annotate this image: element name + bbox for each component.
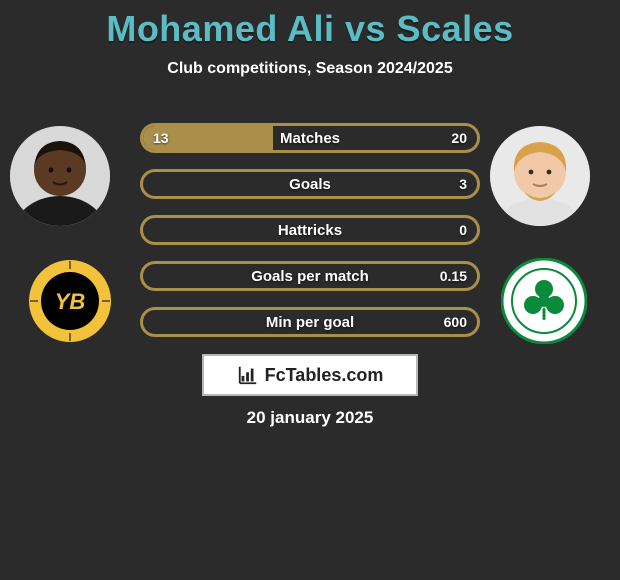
club-left-badge: YB (27, 258, 113, 344)
stat-row-min-per-goal: Min per goal 600 (140, 307, 480, 337)
stat-row-goals-per-match: Goals per match 0.15 (140, 261, 480, 291)
player-right-avatar (490, 126, 590, 226)
svg-text:YB: YB (55, 289, 86, 314)
stat-right-value: 0 (449, 218, 477, 242)
stat-right-value: 20 (441, 126, 477, 150)
stat-right-value: 600 (434, 310, 477, 334)
avatar-right-icon (490, 126, 590, 226)
club-right-badge (501, 258, 587, 344)
page-title: Mohamed Ali vs Scales (0, 8, 620, 50)
player-left-avatar (10, 126, 110, 226)
stat-label: Hattricks (143, 218, 477, 242)
stat-label: Goals per match (143, 264, 477, 288)
club-left-badge-icon: YB (27, 258, 113, 344)
club-right-badge-icon (501, 258, 587, 344)
stat-row-goals: Goals 3 (140, 169, 480, 199)
source-logo-text: FcTables.com (265, 365, 384, 386)
stat-label: Matches (143, 126, 477, 150)
date-text: 20 january 2025 (0, 408, 620, 428)
stat-right-value: 3 (449, 172, 477, 196)
stats-panel: 13 Matches 20 Goals 3 Hattricks 0 Goals … (140, 123, 480, 353)
stat-row-hattricks: Hattricks 0 (140, 215, 480, 245)
stat-row-matches: 13 Matches 20 (140, 123, 480, 153)
bar-chart-icon (237, 364, 259, 386)
stat-right-value: 0.15 (430, 264, 477, 288)
subtitle: Club competitions, Season 2024/2025 (0, 60, 620, 78)
source-logo: FcTables.com (202, 354, 418, 396)
avatar-left-icon (10, 126, 110, 226)
stat-label: Min per goal (143, 310, 477, 334)
stat-label: Goals (143, 172, 477, 196)
